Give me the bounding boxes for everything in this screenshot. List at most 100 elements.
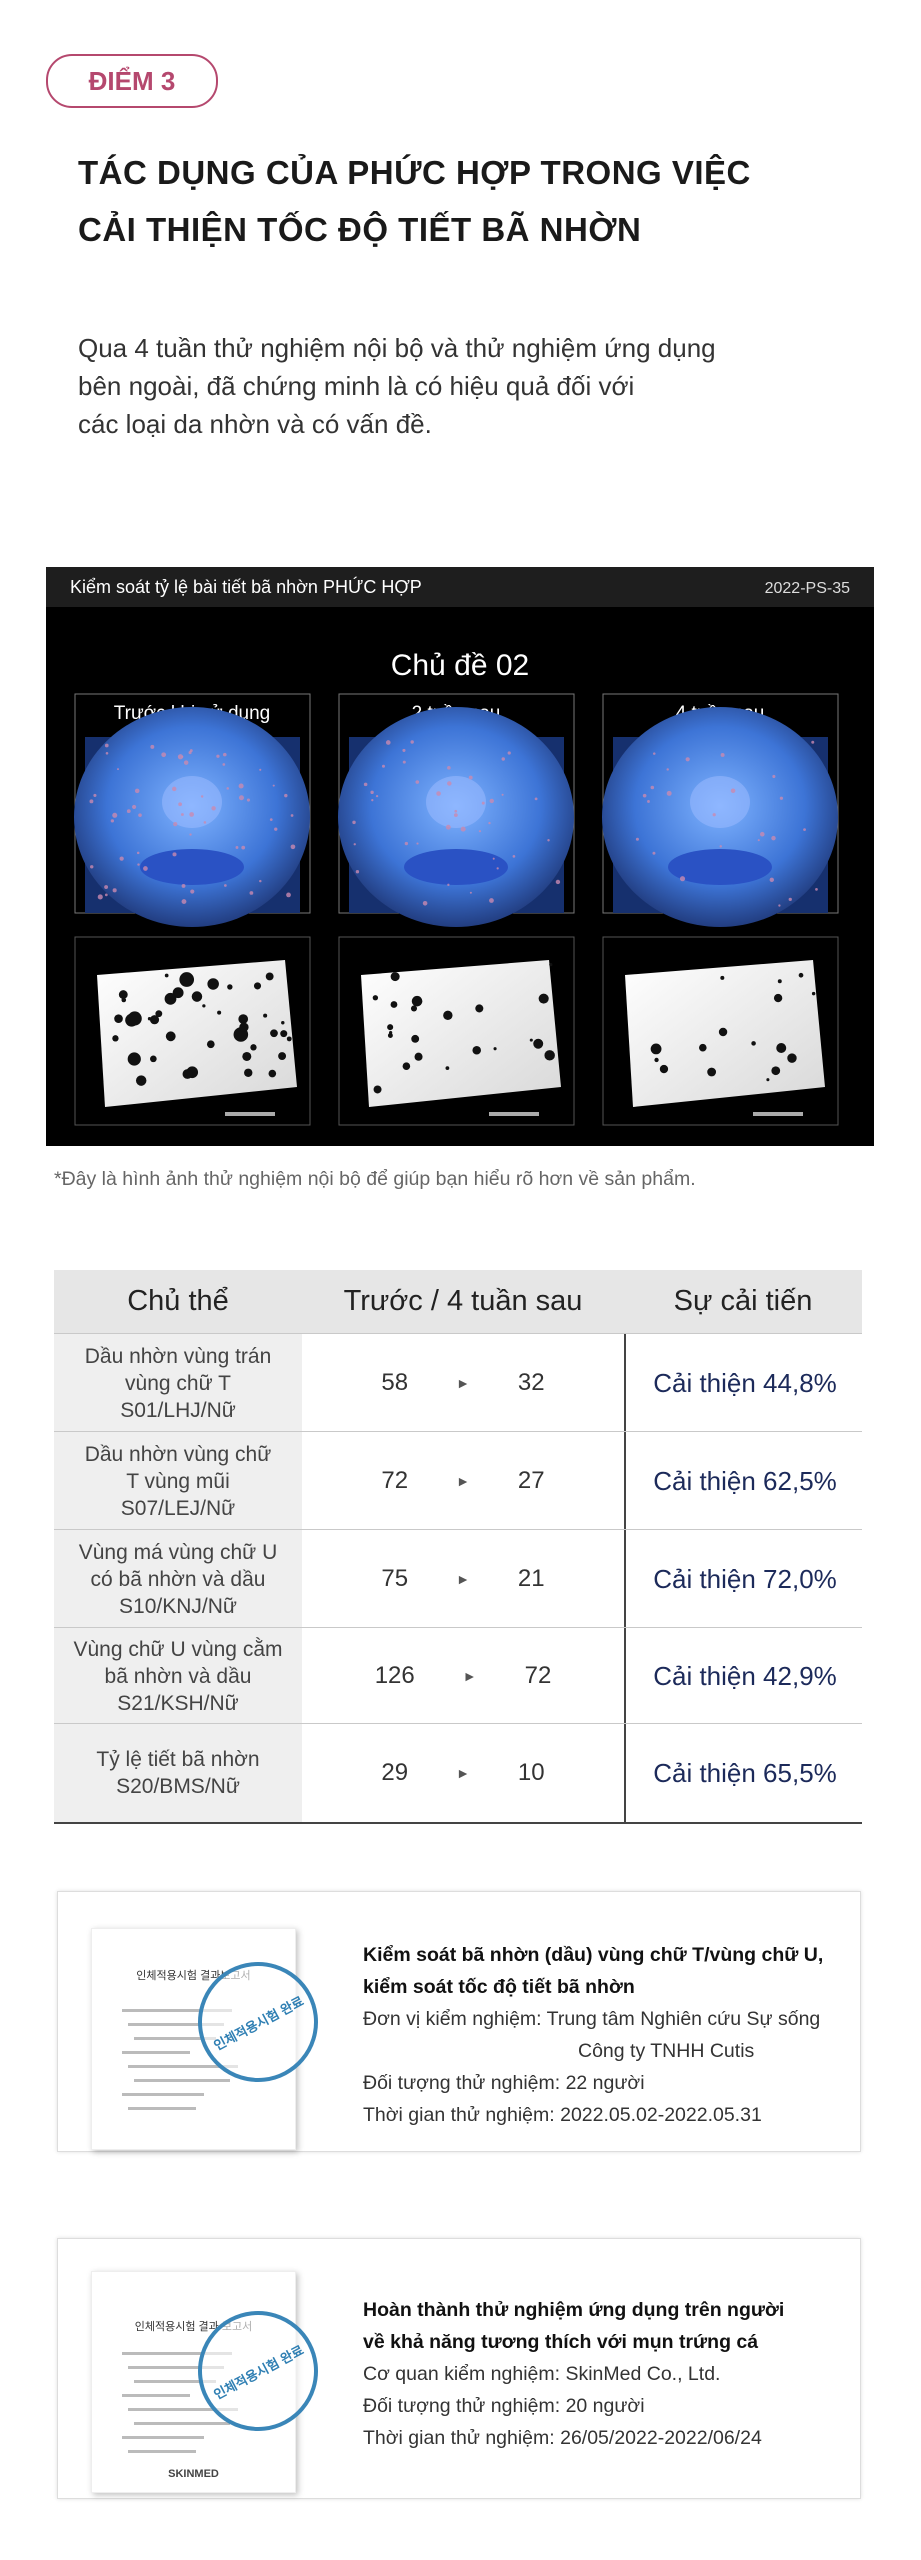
doc-line xyxy=(122,2051,190,2054)
doc-line xyxy=(122,2009,232,2012)
map-frame xyxy=(338,936,575,1126)
spot xyxy=(803,828,806,832)
sebum-dot xyxy=(411,995,423,1007)
spot xyxy=(126,809,131,814)
sebum-dot xyxy=(172,987,184,999)
sebum-dot xyxy=(387,1024,394,1031)
spot xyxy=(719,845,722,848)
doc-line xyxy=(128,2366,224,2369)
report-line: Thời gian thử nghiệm: 26/05/2022-2022/06… xyxy=(363,2427,762,2449)
sebum-dot xyxy=(217,1010,222,1015)
spot xyxy=(416,842,419,845)
report-title: kiểm soát tốc độ tiết bã nhờn xyxy=(363,1976,635,1998)
doc-line xyxy=(128,2408,238,2411)
value-cell: 29 ► 10 xyxy=(302,1724,624,1822)
spot xyxy=(381,764,386,768)
sebum-dot xyxy=(281,1021,285,1025)
sebum-dot xyxy=(268,1069,277,1078)
sebum-dot xyxy=(373,1085,382,1094)
results-table: Chủ thể Trước / 4 tuần sau Sự cải tiến D… xyxy=(54,1270,864,1824)
before-value: 75 xyxy=(381,1565,409,1592)
sebum-dot xyxy=(135,1075,147,1086)
spot xyxy=(150,744,155,749)
spot xyxy=(410,740,414,744)
spot xyxy=(666,790,672,796)
spot xyxy=(259,879,262,883)
before-value: 126 xyxy=(374,1662,415,1689)
arrow: ► xyxy=(456,1473,470,1489)
sebum-dot xyxy=(720,975,725,980)
spot xyxy=(353,843,356,846)
sebum-dot xyxy=(390,972,400,982)
sebum-dot xyxy=(445,1066,450,1071)
sebum-dot xyxy=(253,982,262,990)
spot xyxy=(181,883,186,888)
scale-bar xyxy=(489,1112,539,1116)
spot xyxy=(371,799,374,802)
sebum-dot xyxy=(390,1001,398,1008)
report-title: Hoàn thành thử nghiệm ứng dụng trên ngườ… xyxy=(363,2299,785,2321)
spot xyxy=(788,897,792,902)
spot xyxy=(501,793,504,796)
value-cell: 126 ► 72 xyxy=(302,1628,624,1724)
after-value: 32 xyxy=(517,1369,545,1396)
sebum-dot xyxy=(707,1067,717,1077)
spot xyxy=(119,856,124,861)
doc-logo: SKINMED xyxy=(168,2468,219,2480)
doc-line xyxy=(122,2436,204,2439)
spot xyxy=(402,748,406,752)
spot xyxy=(180,813,184,816)
spot xyxy=(272,784,275,787)
table-header: Trước / 4 tuần sau xyxy=(302,1270,624,1333)
spot xyxy=(181,899,187,904)
report-line: Công ty TNHH Cutis xyxy=(578,2040,755,2062)
spot xyxy=(635,837,639,841)
spot xyxy=(134,788,140,794)
spot xyxy=(143,866,148,871)
sebum-dot xyxy=(270,1029,278,1038)
spot xyxy=(779,796,784,800)
sebum-dot xyxy=(207,978,219,990)
sebum-dot xyxy=(766,1078,770,1082)
lips xyxy=(668,849,772,885)
before-value: 72 xyxy=(381,1467,409,1494)
report-title: Kiểm soát bã nhờn (dầu) vùng chữ T/vùng … xyxy=(363,1944,824,1966)
spot xyxy=(222,752,227,757)
spot xyxy=(284,793,288,798)
sebum-dot xyxy=(179,972,195,987)
arrow: ► xyxy=(456,1375,470,1391)
sebum-dot xyxy=(149,1015,160,1025)
spot xyxy=(720,752,725,757)
sebum-dot xyxy=(387,1033,393,1038)
spot xyxy=(811,740,815,744)
panel-title: Kiểm soát tỷ lệ bài tiết bã nhờn PHỨC HỢ… xyxy=(70,576,422,597)
report-title: về khả năng tương thích với mụn trứng cá xyxy=(363,2331,759,2353)
sebum-dot xyxy=(239,1022,249,1032)
panel-header xyxy=(46,567,874,607)
spot xyxy=(112,888,117,893)
spot xyxy=(200,795,204,798)
subject-line: Vùng chữ U vùng cằm xyxy=(73,1637,283,1661)
spot xyxy=(259,768,262,771)
spot xyxy=(112,812,118,818)
sebum-dot xyxy=(402,1062,411,1070)
photo-column: 2 tuần sau xyxy=(338,693,575,1126)
spot xyxy=(183,760,189,765)
arrow: ► xyxy=(456,1765,470,1781)
spot xyxy=(137,863,140,866)
subject-cell: Dầu nhờn vùng chữ T vùng mũi S07/LEJ/Nữ xyxy=(54,1432,302,1530)
doc-line xyxy=(128,2450,196,2453)
map-frame xyxy=(602,936,839,1126)
sebum-dot xyxy=(191,991,203,1002)
subject-cell: Dầu nhờn vùng trán vùng chữ T S01/LHJ/Nữ xyxy=(54,1334,302,1432)
report-card: 인체적용시험 결과 보고서 SKINMED 인체적용시험 완료 Hoàn thành … xyxy=(57,2238,861,2499)
sebum-dot xyxy=(650,1043,662,1055)
sebum-dot xyxy=(410,1005,418,1012)
subject-cell: Vùng chữ U vùng cằm bã nhờn và dầu S21/KSH… xyxy=(54,1628,302,1724)
subject-line: có bã nhờn và dầu xyxy=(90,1567,266,1591)
spot xyxy=(778,904,781,907)
improvement: Cải thiện 44,8% xyxy=(624,1334,864,1432)
spot xyxy=(189,812,194,817)
spot xyxy=(90,865,94,869)
spot xyxy=(769,877,774,883)
